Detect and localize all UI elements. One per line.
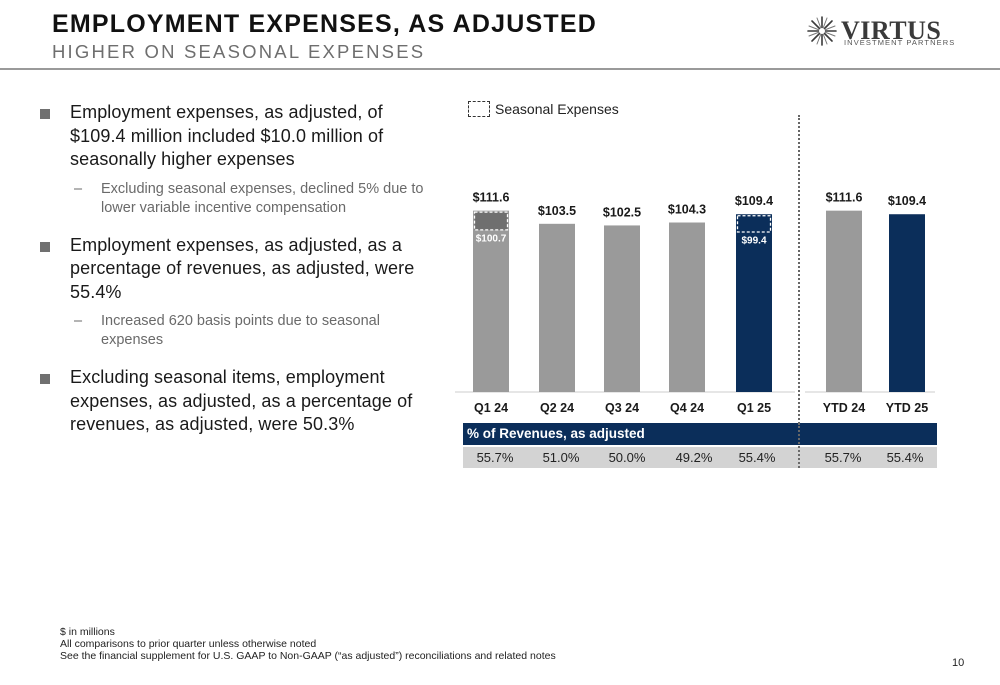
footnotes: $ in millions All comparisons to prior q… bbox=[60, 626, 556, 662]
bar bbox=[539, 223, 575, 392]
bullet-list: Employment expenses, as adjusted, of $10… bbox=[40, 101, 440, 437]
bar-value-label: $104.3 bbox=[668, 203, 706, 217]
seasonal-base-label: $100.7 bbox=[476, 233, 507, 244]
bullet-square-icon bbox=[40, 374, 50, 384]
bullet-square-icon bbox=[40, 109, 50, 119]
header-divider bbox=[0, 68, 1000, 70]
bar bbox=[669, 222, 705, 392]
ytd-divider bbox=[798, 115, 800, 467]
seasonal-base-label: $99.4 bbox=[741, 235, 766, 246]
pct-cell: 49.2% bbox=[675, 450, 713, 465]
bar-value-label: $109.4 bbox=[888, 194, 926, 208]
bullet-square-icon bbox=[40, 241, 50, 252]
bullet-item: Employment expenses, as adjusted, as a p… bbox=[40, 234, 440, 305]
logo-wordmark: VIRTUS bbox=[841, 16, 942, 45]
bar bbox=[604, 225, 640, 392]
pct-cell: 55.7% bbox=[824, 450, 862, 465]
x-tick-label: Q1 24 bbox=[474, 401, 508, 415]
seasonal-segment bbox=[736, 215, 772, 233]
pct-cell: 55.7% bbox=[476, 450, 514, 465]
pct-cell: 50.0% bbox=[608, 450, 646, 465]
x-tick-label: YTD 24 bbox=[823, 401, 865, 415]
sub-bullet-text: Increased 620 basis points due to season… bbox=[101, 313, 380, 348]
pct-cell: 55.4% bbox=[738, 450, 776, 465]
bar-value-label: $102.5 bbox=[603, 205, 641, 219]
bullet-item: Excluding seasonal items, employment exp… bbox=[40, 366, 440, 437]
bar bbox=[736, 214, 772, 392]
bar bbox=[889, 214, 925, 392]
bar-chart-svg: $111.6 Q1 24 $103.5 Q2 24 $102.5 Q3 24 $104.3 Q… bbox=[455, 191, 935, 415]
sub-bullet-text: Excluding seasonal expenses, declined 5%… bbox=[101, 180, 424, 216]
sub-bullet-item: – Excluding seasonal expenses, declined … bbox=[40, 180, 440, 218]
virtus-logo: VIRTUS INVESTMENT PARTNERS bbox=[806, 14, 956, 50]
x-tick-label: Q4 24 bbox=[670, 401, 704, 415]
sub-bullet-item: – Increased 620 basis points due to seas… bbox=[40, 312, 440, 350]
bullet-text: Employment expenses, as adjusted, of $10… bbox=[70, 102, 384, 169]
page-number: 10 bbox=[952, 657, 965, 669]
bar-value-label: $103.5 bbox=[538, 204, 576, 218]
footnote: See the financial supplement for U.S. GA… bbox=[60, 650, 556, 662]
bar-value-label: $111.6 bbox=[826, 191, 863, 205]
page-title: EMPLOYMENT EXPENSES, AS ADJUSTED bbox=[52, 10, 597, 38]
bar bbox=[473, 210, 509, 392]
bullet-item: Employment expenses, as adjusted, of $10… bbox=[40, 101, 440, 172]
x-tick-label: Q1 25 bbox=[737, 401, 771, 415]
pct-table-header: % of Revenues, as adjusted bbox=[463, 423, 937, 445]
bullet-text: Excluding seasonal items, employment exp… bbox=[70, 367, 413, 434]
starburst-icon bbox=[807, 16, 837, 46]
bar bbox=[826, 210, 862, 392]
bar-value-label: $111.6 bbox=[473, 191, 510, 205]
legend-swatch-seasonal bbox=[468, 101, 490, 117]
page-subtitle: HIGHER ON SEASONAL EXPENSES bbox=[52, 41, 426, 62]
pct-cell: 55.4% bbox=[886, 450, 924, 465]
seasonal-segment bbox=[473, 211, 509, 231]
x-tick-label: Q3 24 bbox=[605, 401, 639, 415]
footnote: All comparisons to prior quarter unless … bbox=[60, 638, 317, 650]
bullet-text: Employment expenses, as adjusted, as a p… bbox=[70, 234, 415, 302]
pct-table-divider bbox=[798, 423, 800, 468]
x-tick-label: Q2 24 bbox=[540, 401, 574, 415]
employment-expense-chart: Seasonal Expenses $111.6 Q1 24 $103.5 Q2 24… bbox=[455, 95, 955, 475]
pct-table-row: 55.7% 51.0% 50.0% 49.2% 55.4% 55.7% 55.4… bbox=[463, 447, 937, 468]
footnote: $ in millions bbox=[60, 626, 115, 638]
legend-label: Seasonal Expenses bbox=[495, 101, 619, 117]
pct-cell: 51.0% bbox=[542, 450, 580, 465]
x-tick-label: YTD 25 bbox=[886, 401, 928, 415]
dash-icon: – bbox=[74, 313, 83, 329]
logo-tagline: INVESTMENT PARTNERS bbox=[844, 38, 956, 47]
bar-value-label: $109.4 bbox=[735, 194, 773, 208]
dash-icon: – bbox=[74, 180, 83, 197]
